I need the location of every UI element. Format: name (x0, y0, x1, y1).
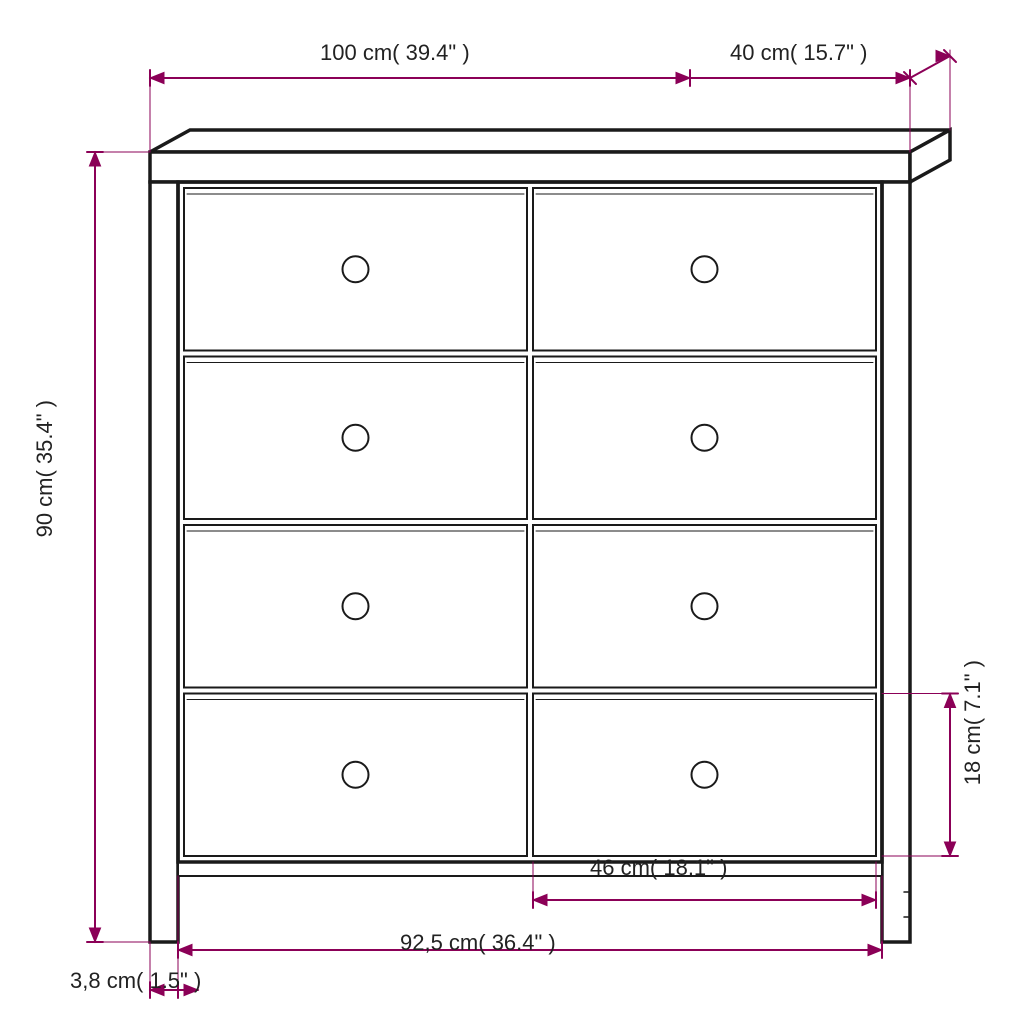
dim-width-top: 100 cm( 39.4" ) (320, 40, 470, 66)
dimension-diagram (0, 0, 1024, 1024)
dim-leg-w: 3,8 cm( 1.5" ) (70, 968, 201, 994)
dim-height-left: 90 cm( 35.4" ) (32, 400, 58, 537)
dim-depth-top: 40 cm( 15.7" ) (730, 40, 867, 66)
dim-drawer-w: 46 cm( 18.1" ) (590, 855, 727, 881)
dim-inner-w: 92,5 cm( 36.4" ) (400, 930, 556, 956)
dim-drawer-h: 18 cm( 7.1" ) (960, 660, 986, 785)
